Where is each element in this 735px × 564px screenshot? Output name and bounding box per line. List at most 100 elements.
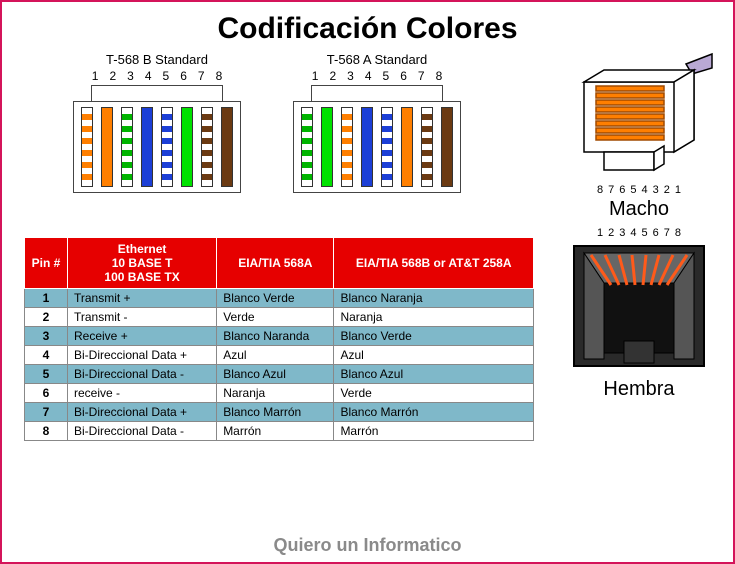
- table-cell: Blanco Verde: [217, 289, 334, 308]
- pin-number: 2: [329, 69, 336, 83]
- table-cell: Blanco Marrón: [217, 403, 334, 422]
- pin-number: 7: [198, 69, 205, 83]
- pin-number: 8: [216, 69, 223, 83]
- table-cell: 3: [25, 327, 68, 346]
- pinout-table: Pin # Ethernet 10 BASE T 100 BASE TX EIA…: [24, 237, 534, 441]
- table-cell: Azul: [217, 346, 334, 365]
- macho-pin-numbers: 87654321: [597, 184, 681, 196]
- table-cell: Transmit +: [68, 289, 217, 308]
- wire: [401, 107, 413, 187]
- wire: [81, 107, 93, 187]
- pin-number: 7: [664, 227, 670, 239]
- table-cell: Blanco Naranja: [334, 289, 534, 308]
- pin-number: 2: [109, 69, 116, 83]
- table-cell: Receive +: [68, 327, 217, 346]
- pin-number: 1: [597, 227, 603, 239]
- pin-number: 2: [608, 227, 614, 239]
- standard-b-connector: [63, 85, 251, 193]
- pin-number: 6: [400, 69, 407, 83]
- pin-number: 1: [312, 69, 319, 83]
- th-568a: EIA/TIA 568A: [217, 238, 334, 289]
- pin-number: 6: [180, 69, 187, 83]
- table-cell: 1: [25, 289, 68, 308]
- pin-number: 6: [653, 227, 659, 239]
- pin-number: 7: [418, 69, 425, 83]
- table-row: 1Transmit +Blanco VerdeBlanco Naranja: [25, 289, 534, 308]
- hembra-icon: [569, 241, 709, 376]
- table-row: 7Bi-Direccional Data +Blanco MarrónBlanc…: [25, 403, 534, 422]
- pin-number: 3: [619, 227, 625, 239]
- table-cell: Blanco Marrón: [334, 403, 534, 422]
- table-row: 8Bi-Direccional Data -MarrónMarrón: [25, 422, 534, 441]
- table-cell: Transmit -: [68, 308, 217, 327]
- wire: [181, 107, 193, 187]
- pin-number: 2: [664, 184, 670, 196]
- table-cell: 5: [25, 365, 68, 384]
- table-row: 4Bi-Direccional Data +AzulAzul: [25, 346, 534, 365]
- pin-number: 4: [145, 69, 152, 83]
- wire: [361, 107, 373, 187]
- wire: [441, 107, 453, 187]
- standard-b-wires: [81, 107, 233, 187]
- page-title: Codificación Colores: [16, 12, 719, 46]
- pin-number: 7: [608, 184, 614, 196]
- table-cell: Marrón: [217, 422, 334, 441]
- pin-number: 8: [675, 227, 681, 239]
- wire: [121, 107, 133, 187]
- table-cell: Bi-Direccional Data -: [68, 365, 217, 384]
- pin-number: 3: [653, 184, 659, 196]
- wire: [141, 107, 153, 187]
- table-cell: Verde: [334, 384, 534, 403]
- macho-label: Macho: [609, 198, 669, 221]
- table-cell: Bi-Direccional Data +: [68, 346, 217, 365]
- table-cell: receive -: [68, 384, 217, 403]
- table-row: 5Bi-Direccional Data -Blanco AzulBlanco …: [25, 365, 534, 384]
- th-pin: Pin #: [25, 238, 68, 289]
- pin-number: 4: [630, 227, 636, 239]
- macho-icon: [564, 52, 714, 182]
- table-cell: Naranja: [334, 308, 534, 327]
- hembra-label: Hembra: [603, 378, 674, 401]
- table-cell: 8: [25, 422, 68, 441]
- table-row: 6receive -NaranjaVerde: [25, 384, 534, 403]
- pin-number: 5: [383, 69, 390, 83]
- table-cell: 7: [25, 403, 68, 422]
- wire: [161, 107, 173, 187]
- standard-a-label: T-568 A Standard: [327, 52, 427, 67]
- pinout-tbody: 1Transmit +Blanco VerdeBlanco Naranja2Tr…: [25, 289, 534, 441]
- pin-number: 4: [642, 184, 648, 196]
- pin-number: 1: [675, 184, 681, 196]
- table-cell: Marrón: [334, 422, 534, 441]
- wire: [301, 107, 313, 187]
- table-cell: Blanco Verde: [334, 327, 534, 346]
- wire: [201, 107, 213, 187]
- table-cell: 2: [25, 308, 68, 327]
- wire: [381, 107, 393, 187]
- table-cell: Naranja: [217, 384, 334, 403]
- table-row: 2Transmit -VerdeNaranja: [25, 308, 534, 327]
- th-ethernet: Ethernet 10 BASE T 100 BASE TX: [68, 238, 217, 289]
- standard-b-pins: 12345678: [92, 69, 223, 83]
- table-cell: Blanco Naranda: [217, 327, 334, 346]
- pin-number: 5: [642, 227, 648, 239]
- table-row: 3Receive +Blanco NarandaBlanco Verde: [25, 327, 534, 346]
- standard-a-wires: [301, 107, 453, 187]
- pin-number: 6: [619, 184, 625, 196]
- wire: [101, 107, 113, 187]
- pin-number: 5: [163, 69, 170, 83]
- right-column: 87654321 Macho 12345678: [559, 52, 719, 407]
- wire: [321, 107, 333, 187]
- wire: [341, 107, 353, 187]
- standard-a-connector: [283, 85, 471, 193]
- table-cell: Azul: [334, 346, 534, 365]
- table-cell: Bi-Direccional Data +: [68, 403, 217, 422]
- table-cell: 4: [25, 346, 68, 365]
- footer-text: Quiero un Informatico: [2, 535, 733, 556]
- pinout-table-wrap: Pin # Ethernet 10 BASE T 100 BASE TX EIA…: [24, 237, 534, 441]
- wire: [221, 107, 233, 187]
- pin-number: 8: [597, 184, 603, 196]
- hembra-pin-numbers: 12345678: [597, 227, 681, 239]
- table-cell: Verde: [217, 308, 334, 327]
- pin-number: 5: [630, 184, 636, 196]
- pin-number: 4: [365, 69, 372, 83]
